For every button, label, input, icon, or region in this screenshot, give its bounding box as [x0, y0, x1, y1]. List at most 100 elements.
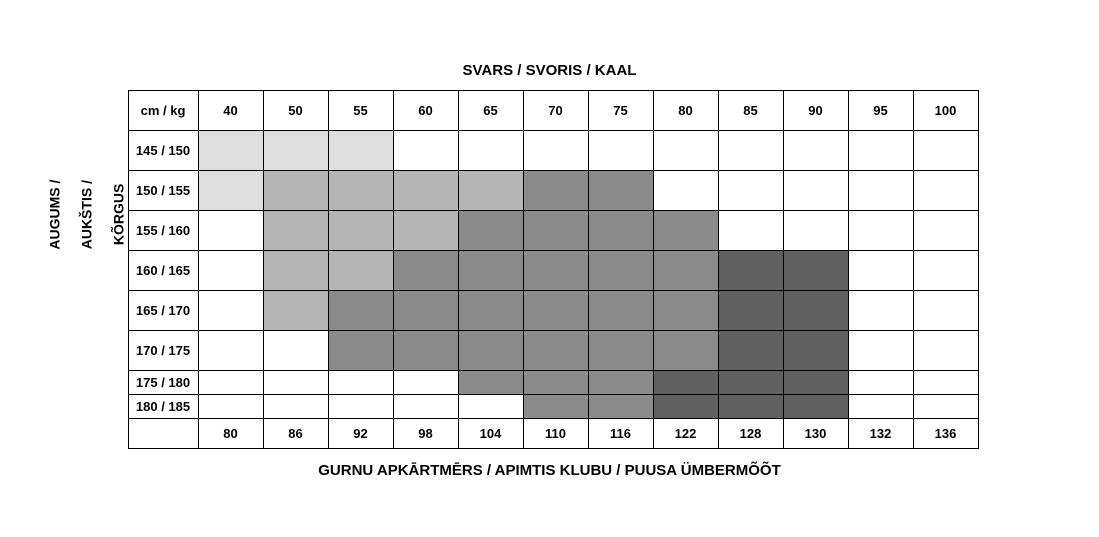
corner-label: cm / kg — [128, 90, 199, 131]
data-cell-0-8 — [718, 130, 784, 171]
data-cell-2-9 — [783, 210, 849, 251]
data-cell-5-6 — [588, 330, 654, 371]
row-label-5: 170 / 175 — [128, 330, 199, 371]
data-cell-0-10 — [848, 130, 914, 171]
data-cell-4-4 — [458, 290, 524, 331]
size-grid: cm / kg4050556065707580859095100145 / 15… — [128, 90, 978, 448]
data-cell-6-5 — [523, 370, 589, 395]
data-cell-4-11 — [913, 290, 979, 331]
data-cell-3-0 — [198, 250, 264, 291]
row-label-4: 165 / 170 — [128, 290, 199, 331]
bottom-header-2: 92 — [328, 418, 394, 449]
top-header-8: 85 — [718, 90, 784, 131]
data-cell-0-0 — [198, 130, 264, 171]
data-cell-6-7 — [653, 370, 719, 395]
data-cell-6-6 — [588, 370, 654, 395]
data-cell-3-11 — [913, 250, 979, 291]
top-header-7: 80 — [653, 90, 719, 131]
top-header-5: 70 — [523, 90, 589, 131]
data-cell-6-3 — [393, 370, 459, 395]
bottom-header-9: 130 — [783, 418, 849, 449]
data-cell-1-7 — [653, 170, 719, 211]
data-cell-7-6 — [588, 394, 654, 419]
data-cell-7-2 — [328, 394, 394, 419]
data-cell-2-2 — [328, 210, 394, 251]
data-cell-5-4 — [458, 330, 524, 371]
data-cell-7-9 — [783, 394, 849, 419]
top-header-2: 55 — [328, 90, 394, 131]
top-header-3: 60 — [393, 90, 459, 131]
left-title: AUGUMS / AUKŠTIS / KÕRGUS — [30, 180, 127, 257]
top-header-1: 50 — [263, 90, 329, 131]
bottom-header-10: 132 — [848, 418, 914, 449]
left-title-line2: AUKŠTIS / — [79, 180, 95, 249]
data-cell-2-1 — [263, 210, 329, 251]
data-cell-1-1 — [263, 170, 329, 211]
data-cell-0-2 — [328, 130, 394, 171]
data-cell-1-4 — [458, 170, 524, 211]
bottom-header-11: 136 — [913, 418, 979, 449]
data-cell-1-11 — [913, 170, 979, 211]
data-cell-3-4 — [458, 250, 524, 291]
data-cell-4-2 — [328, 290, 394, 331]
data-cell-7-11 — [913, 394, 979, 419]
data-cell-4-9 — [783, 290, 849, 331]
data-cell-3-5 — [523, 250, 589, 291]
bottom-header-0: 80 — [198, 418, 264, 449]
data-cell-3-7 — [653, 250, 719, 291]
data-cell-5-8 — [718, 330, 784, 371]
data-cell-4-3 — [393, 290, 459, 331]
data-cell-2-0 — [198, 210, 264, 251]
data-cell-2-5 — [523, 210, 589, 251]
top-header-9: 90 — [783, 90, 849, 131]
bottom-header-1: 86 — [263, 418, 329, 449]
data-cell-5-7 — [653, 330, 719, 371]
data-cell-4-10 — [848, 290, 914, 331]
data-cell-0-1 — [263, 130, 329, 171]
bottom-header-7: 122 — [653, 418, 719, 449]
data-cell-5-3 — [393, 330, 459, 371]
top-header-0: 40 — [198, 90, 264, 131]
row-label-7: 180 / 185 — [128, 394, 199, 419]
bottom-header-4: 104 — [458, 418, 524, 449]
data-cell-1-6 — [588, 170, 654, 211]
data-cell-3-1 — [263, 250, 329, 291]
data-cell-0-6 — [588, 130, 654, 171]
data-cell-1-0 — [198, 170, 264, 211]
data-cell-0-9 — [783, 130, 849, 171]
data-cell-0-11 — [913, 130, 979, 171]
data-cell-6-10 — [848, 370, 914, 395]
data-cell-3-6 — [588, 250, 654, 291]
row-label-0: 145 / 150 — [128, 130, 199, 171]
data-cell-5-1 — [263, 330, 329, 371]
top-title: SVARS / SVORIS / KAAL — [0, 62, 1099, 79]
data-cell-3-8 — [718, 250, 784, 291]
bottom-header-5: 110 — [523, 418, 589, 449]
data-cell-3-9 — [783, 250, 849, 291]
data-cell-5-0 — [198, 330, 264, 371]
data-cell-4-1 — [263, 290, 329, 331]
left-title-line3: KÕRGUS — [111, 184, 127, 245]
data-cell-4-5 — [523, 290, 589, 331]
data-cell-7-0 — [198, 394, 264, 419]
data-cell-6-8 — [718, 370, 784, 395]
data-cell-4-7 — [653, 290, 719, 331]
data-cell-6-4 — [458, 370, 524, 395]
data-cell-1-8 — [718, 170, 784, 211]
data-cell-0-4 — [458, 130, 524, 171]
left-title-line1: AUGUMS / — [46, 180, 62, 250]
top-header-6: 75 — [588, 90, 654, 131]
data-cell-2-4 — [458, 210, 524, 251]
data-cell-0-5 — [523, 130, 589, 171]
data-cell-4-6 — [588, 290, 654, 331]
row-label-2: 155 / 160 — [128, 210, 199, 251]
data-cell-7-5 — [523, 394, 589, 419]
data-cell-5-9 — [783, 330, 849, 371]
data-cell-2-3 — [393, 210, 459, 251]
data-cell-6-11 — [913, 370, 979, 395]
bottom-header-6: 116 — [588, 418, 654, 449]
data-cell-0-3 — [393, 130, 459, 171]
data-cell-3-2 — [328, 250, 394, 291]
top-header-10: 95 — [848, 90, 914, 131]
data-cell-2-11 — [913, 210, 979, 251]
